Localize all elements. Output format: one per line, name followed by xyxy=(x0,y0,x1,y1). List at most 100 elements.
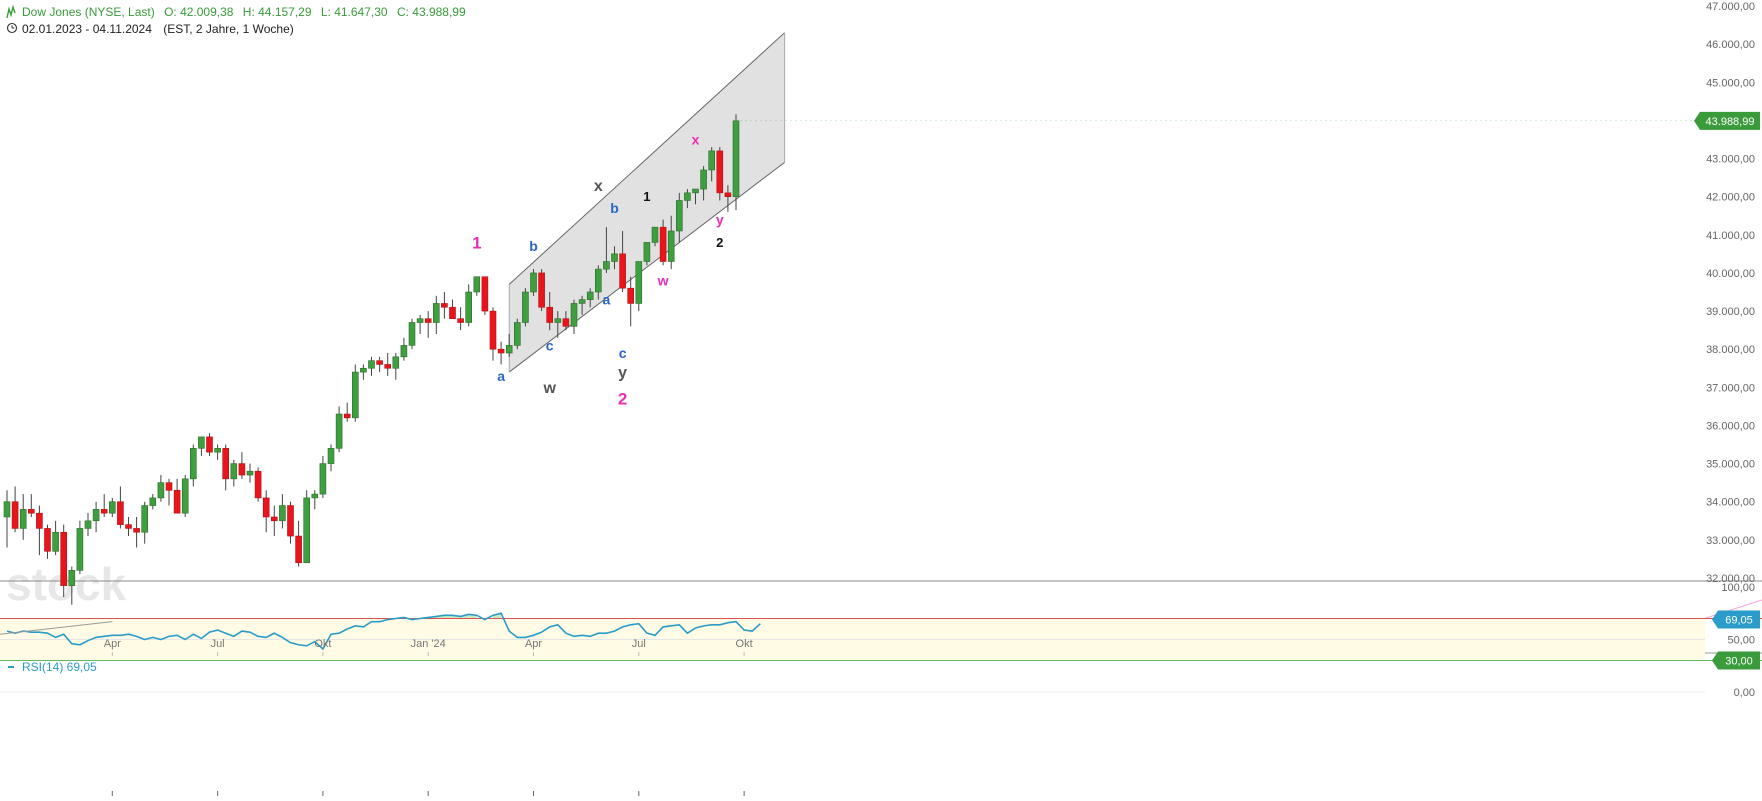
candle-body xyxy=(190,448,197,480)
candle-body xyxy=(133,528,140,533)
candle-body xyxy=(643,242,651,262)
price-tick-label: 42.000,00 xyxy=(1706,192,1755,204)
channel-upper-line xyxy=(508,32,785,285)
candle-body xyxy=(432,303,440,323)
candle-body xyxy=(724,192,732,197)
candle-body xyxy=(109,501,116,514)
candle-body xyxy=(562,318,570,327)
candle-body xyxy=(295,535,302,564)
candle-body xyxy=(36,512,43,529)
candle-body xyxy=(157,482,165,499)
rsi-legend: RSI(14) 69,05 xyxy=(22,660,97,674)
candle-body xyxy=(214,448,221,453)
candle-body xyxy=(230,463,238,480)
candle-body xyxy=(684,192,691,201)
channel-lower-line xyxy=(508,161,785,373)
candle-body xyxy=(651,226,659,243)
candle-body xyxy=(554,318,562,323)
candle-body xyxy=(635,261,643,304)
candle-body xyxy=(578,299,586,304)
wave-label: c xyxy=(619,345,627,361)
candle-body xyxy=(246,470,254,476)
candle-body xyxy=(708,150,716,171)
candle-body xyxy=(19,509,27,529)
wave-label: 2 xyxy=(716,235,723,250)
rsi-value-label: 69,05 xyxy=(1725,614,1753,626)
candle-body xyxy=(222,448,229,480)
candle-body xyxy=(667,230,675,262)
candle-body xyxy=(335,413,343,449)
candle-body xyxy=(408,322,416,346)
candle-body xyxy=(659,226,667,262)
rsi-tick-label: 50,00 xyxy=(1727,635,1755,647)
candle-body xyxy=(311,493,319,499)
wave-label: w xyxy=(542,380,556,397)
price-tick-label: 40.000,00 xyxy=(1706,268,1755,280)
price-tick-label: 38.000,00 xyxy=(1706,344,1755,356)
last-price-value: 43.988,99 xyxy=(1706,116,1755,128)
rsi-value-tag xyxy=(1712,610,1760,629)
wave-label: y xyxy=(618,365,627,382)
candle-body xyxy=(594,268,602,293)
wave-label: y xyxy=(716,211,724,227)
candle-body xyxy=(206,436,213,453)
price-tick-label: 34.000,00 xyxy=(1706,497,1755,509)
candle-body xyxy=(238,463,246,476)
time-axis-label: Okt xyxy=(314,638,331,650)
date-range: 02.01.2023 - 04.11.2024 xyxy=(22,22,152,36)
time-axis-label: Apr xyxy=(525,638,542,650)
candle-body xyxy=(327,448,335,464)
candle-body xyxy=(700,169,707,190)
candle-body xyxy=(84,520,92,529)
candle-body xyxy=(173,489,181,514)
candle-body xyxy=(351,371,359,419)
wave-label: c xyxy=(546,337,554,353)
ohlc-low: L: 41.647,30 xyxy=(321,5,388,19)
rsi-level-tag xyxy=(1712,651,1760,670)
candle-body xyxy=(141,505,148,533)
candle-body xyxy=(570,303,578,327)
price-tick-label: 46.000,00 xyxy=(1706,39,1755,51)
candle-body xyxy=(481,276,489,312)
price-tick-label: 41.000,00 xyxy=(1706,230,1755,242)
candle-body xyxy=(254,470,262,499)
candle-body xyxy=(675,200,683,232)
candle-body xyxy=(441,303,448,308)
price-tick-label: 37.000,00 xyxy=(1706,382,1755,394)
candle-body xyxy=(287,505,294,537)
candle-body xyxy=(368,360,375,369)
candle-body xyxy=(489,310,497,350)
candle-body xyxy=(619,253,626,289)
candle-body xyxy=(52,531,59,552)
candle-body xyxy=(449,306,456,319)
clock-icon xyxy=(6,22,18,34)
candle-body xyxy=(303,497,311,564)
time-axis-label: Jul xyxy=(211,638,225,650)
candle-body xyxy=(198,436,205,449)
svg-text:Dow Jones (NYSE, Last): Dow Jones (NYSE, Last) O: 42.009,38 H: 4… xyxy=(22,5,466,19)
candle-body xyxy=(262,497,270,518)
candle-body xyxy=(100,509,108,514)
price-tick-label: 35.000,00 xyxy=(1706,459,1755,471)
candle-body xyxy=(473,276,481,293)
price-tick-label: 33.000,00 xyxy=(1706,535,1755,547)
chart-settings: (EST, 2 Jahre, 1 Woche) xyxy=(163,22,294,36)
candle-body xyxy=(76,528,84,571)
candle-body xyxy=(538,272,545,308)
trend-channel-fill xyxy=(509,32,785,373)
candle-body xyxy=(92,509,100,522)
candle-body xyxy=(497,348,505,354)
candle-body xyxy=(343,413,351,419)
candle-body xyxy=(149,497,157,506)
candle-body xyxy=(546,306,554,323)
wave-label: w xyxy=(657,272,669,288)
rsi-level-label: 30,00 xyxy=(1725,656,1753,668)
candle-body xyxy=(11,501,19,529)
instrument-icon xyxy=(6,4,16,19)
time-axis-label: Jul xyxy=(632,638,646,650)
wave-label: x xyxy=(692,131,700,147)
candle-body xyxy=(424,318,432,323)
candle-body xyxy=(360,367,367,373)
